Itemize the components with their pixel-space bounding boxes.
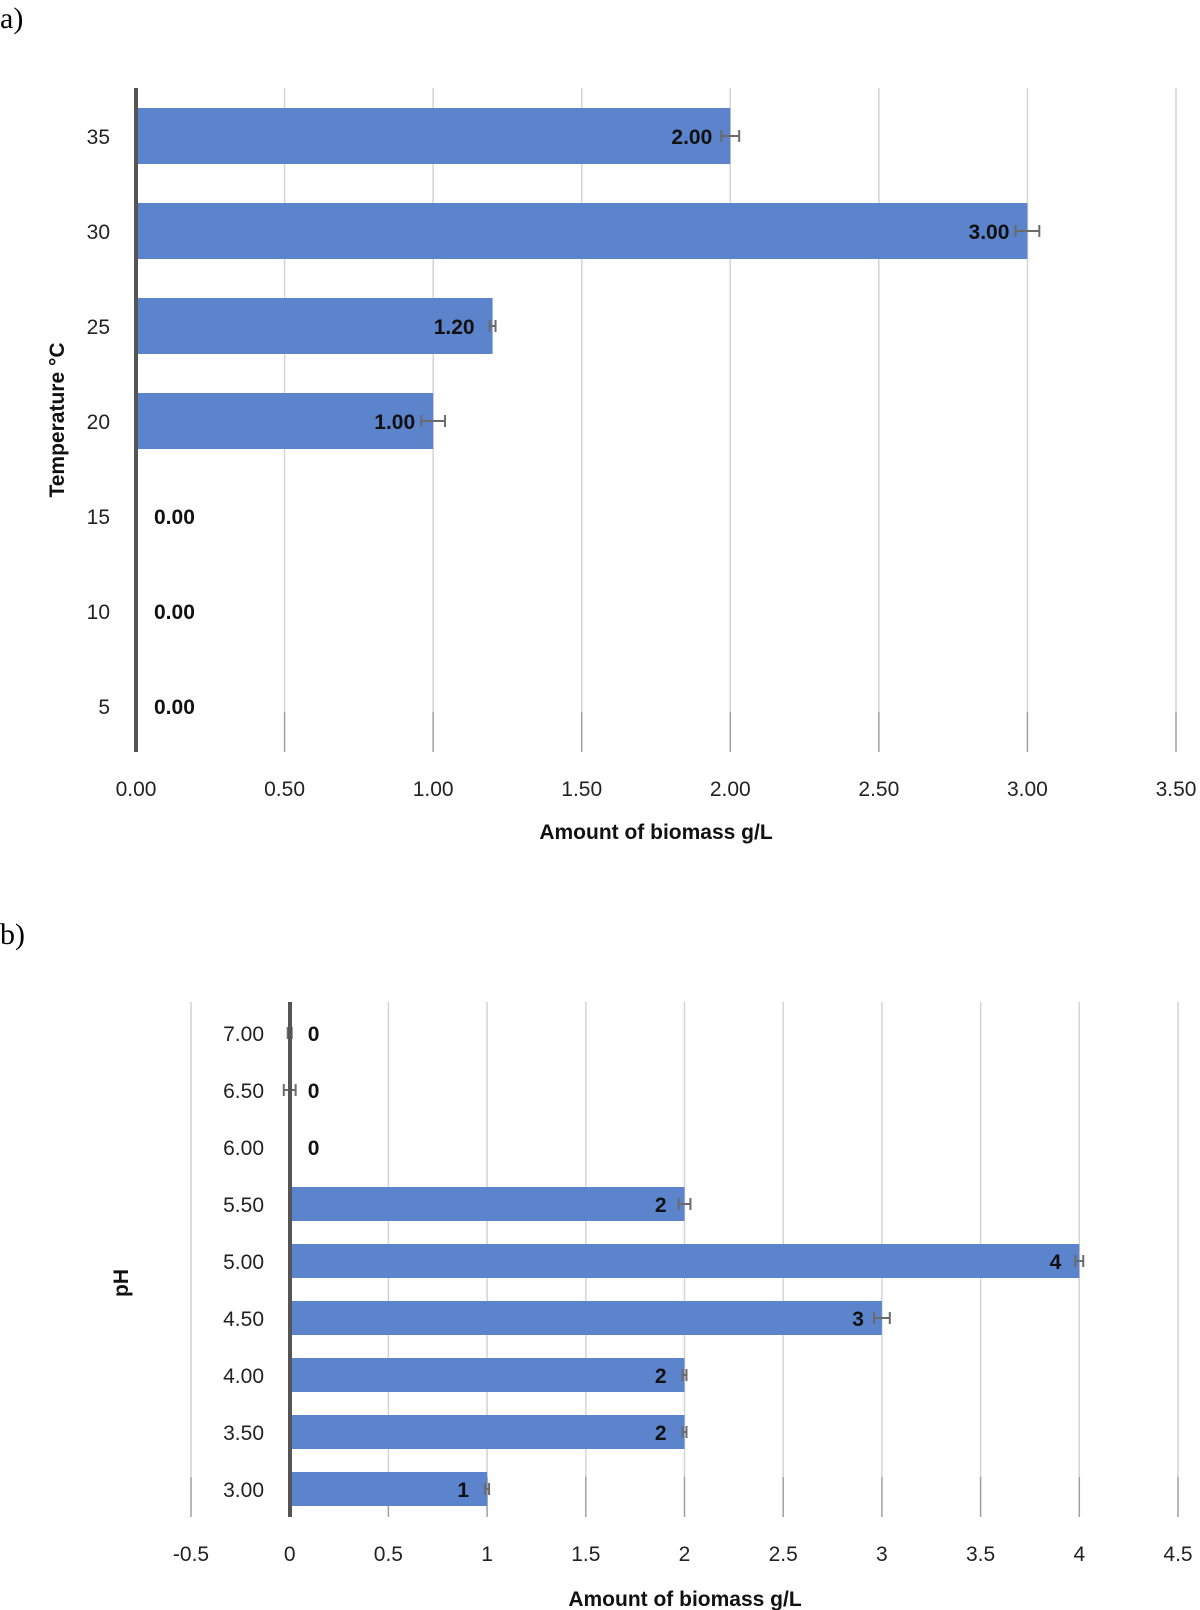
data-label: 0 [308,1023,320,1046]
bar [289,1244,1080,1278]
x-tick-label: 4 [1073,1543,1085,1566]
y-tick-label: 5 [98,696,110,719]
x-tick-label: 3 [876,1543,888,1566]
data-label: 4 [1050,1251,1062,1274]
data-label: 2 [655,1365,667,1388]
data-label: 1.00 [374,411,415,434]
y-ticks-a: 35 30 25 20 15 10 5 [87,126,110,719]
x-tick-label: 2 [679,1543,691,1566]
data-label: 0 [308,1137,320,1160]
temperature-chart: a) 2.00 3.00 1.20 1.00 0.00 0.00 0.00 0.00 0.50… [0,2,1196,844]
bar [136,393,434,449]
data-label: 2 [655,1194,667,1217]
x-tick-label: 3.5 [966,1543,995,1566]
y-tick-label: 25 [87,316,110,339]
x-tick-label: 3.00 [1007,778,1048,801]
y-tick-label: 6.50 [223,1080,264,1103]
y-tick-label: 5.00 [223,1251,264,1274]
y-axis-title-a: Temperature °C [46,342,69,497]
bar [136,108,731,164]
bars-b: 0 0 0 2 4 3 2 2 1 [282,1023,1085,1506]
x-tick-label: 0.00 [116,778,157,801]
bar [289,1415,685,1449]
data-label: 2 [655,1422,667,1445]
data-label: 3 [852,1308,864,1331]
data-label: 0.00 [154,601,195,624]
data-label: 0.00 [154,506,195,529]
y-tick-label: 7.00 [223,1023,264,1046]
y-tick-label: 20 [87,411,110,434]
x-tick-label: 0 [284,1543,296,1566]
data-label: 0.00 [154,696,195,719]
y-tick-label: 15 [87,506,110,529]
x-tick-label: 2.00 [710,778,751,801]
data-label: 0 [308,1080,320,1103]
bar [289,1472,488,1506]
y-tick-label: 10 [87,601,110,624]
data-label: 1 [457,1479,469,1502]
y-tick-label: 3.00 [223,1479,264,1502]
ph-chart: b) 0 0 0 2 4 3 2 2 1 -0.5 0 0.5 1 1.5 2 2.5 3 3.5 4 4.5 7.… [0,918,1193,1610]
y-tick-label: 3.50 [223,1422,264,1445]
x-tick-label: 1 [481,1543,493,1566]
x-tick-label: 2.5 [769,1543,798,1566]
bar [136,203,1028,259]
bar [289,1301,882,1335]
data-label: 3.00 [969,221,1010,244]
x-ticks-b: -0.5 0 0.5 1 1.5 2 2.5 3 3.5 4 4.5 [173,1543,1193,1566]
data-label: 1.20 [434,316,475,339]
x-tick-label: 1.00 [413,778,454,801]
x-tick-label: -0.5 [173,1543,209,1566]
y-ticks-b: 7.00 6.50 6.00 5.50 5.00 4.50 4.00 3.50 3.00 [223,1023,264,1502]
y-tick-label: 35 [87,126,110,149]
x-axis-title-a: Amount of biomass g/L [539,821,773,844]
x-tick-label: 0.50 [264,778,305,801]
y-tick-label: 5.50 [223,1194,264,1217]
y-tick-label: 4.00 [223,1365,264,1388]
x-tick-label: 4.5 [1163,1543,1192,1566]
panel-label-b: b) [0,918,25,951]
x-tick-label: 2.50 [858,778,899,801]
x-tick-label: 1.5 [571,1543,600,1566]
bars-a: 2.00 3.00 1.20 1.00 0.00 0.00 0.00 [136,108,1041,719]
bar [136,298,493,354]
bar [289,1358,685,1392]
x-axis-title-b: Amount of biomass g/L [568,1588,802,1610]
x-tick-label: 0.5 [374,1543,403,1566]
y-axis-title-b: pH [110,1269,133,1297]
x-ticks-a: 0.00 0.50 1.00 1.50 2.00 2.50 3.00 3.50 [116,778,1197,801]
y-tick-label: 4.50 [223,1308,264,1331]
panel-label-a: a) [0,2,23,35]
bar [289,1187,685,1221]
y-tick-label: 30 [87,221,110,244]
data-label: 2.00 [671,126,712,149]
x-tick-label: 1.50 [561,778,602,801]
x-tick-label: 3.50 [1156,778,1197,801]
y-tick-label: 6.00 [223,1137,264,1160]
